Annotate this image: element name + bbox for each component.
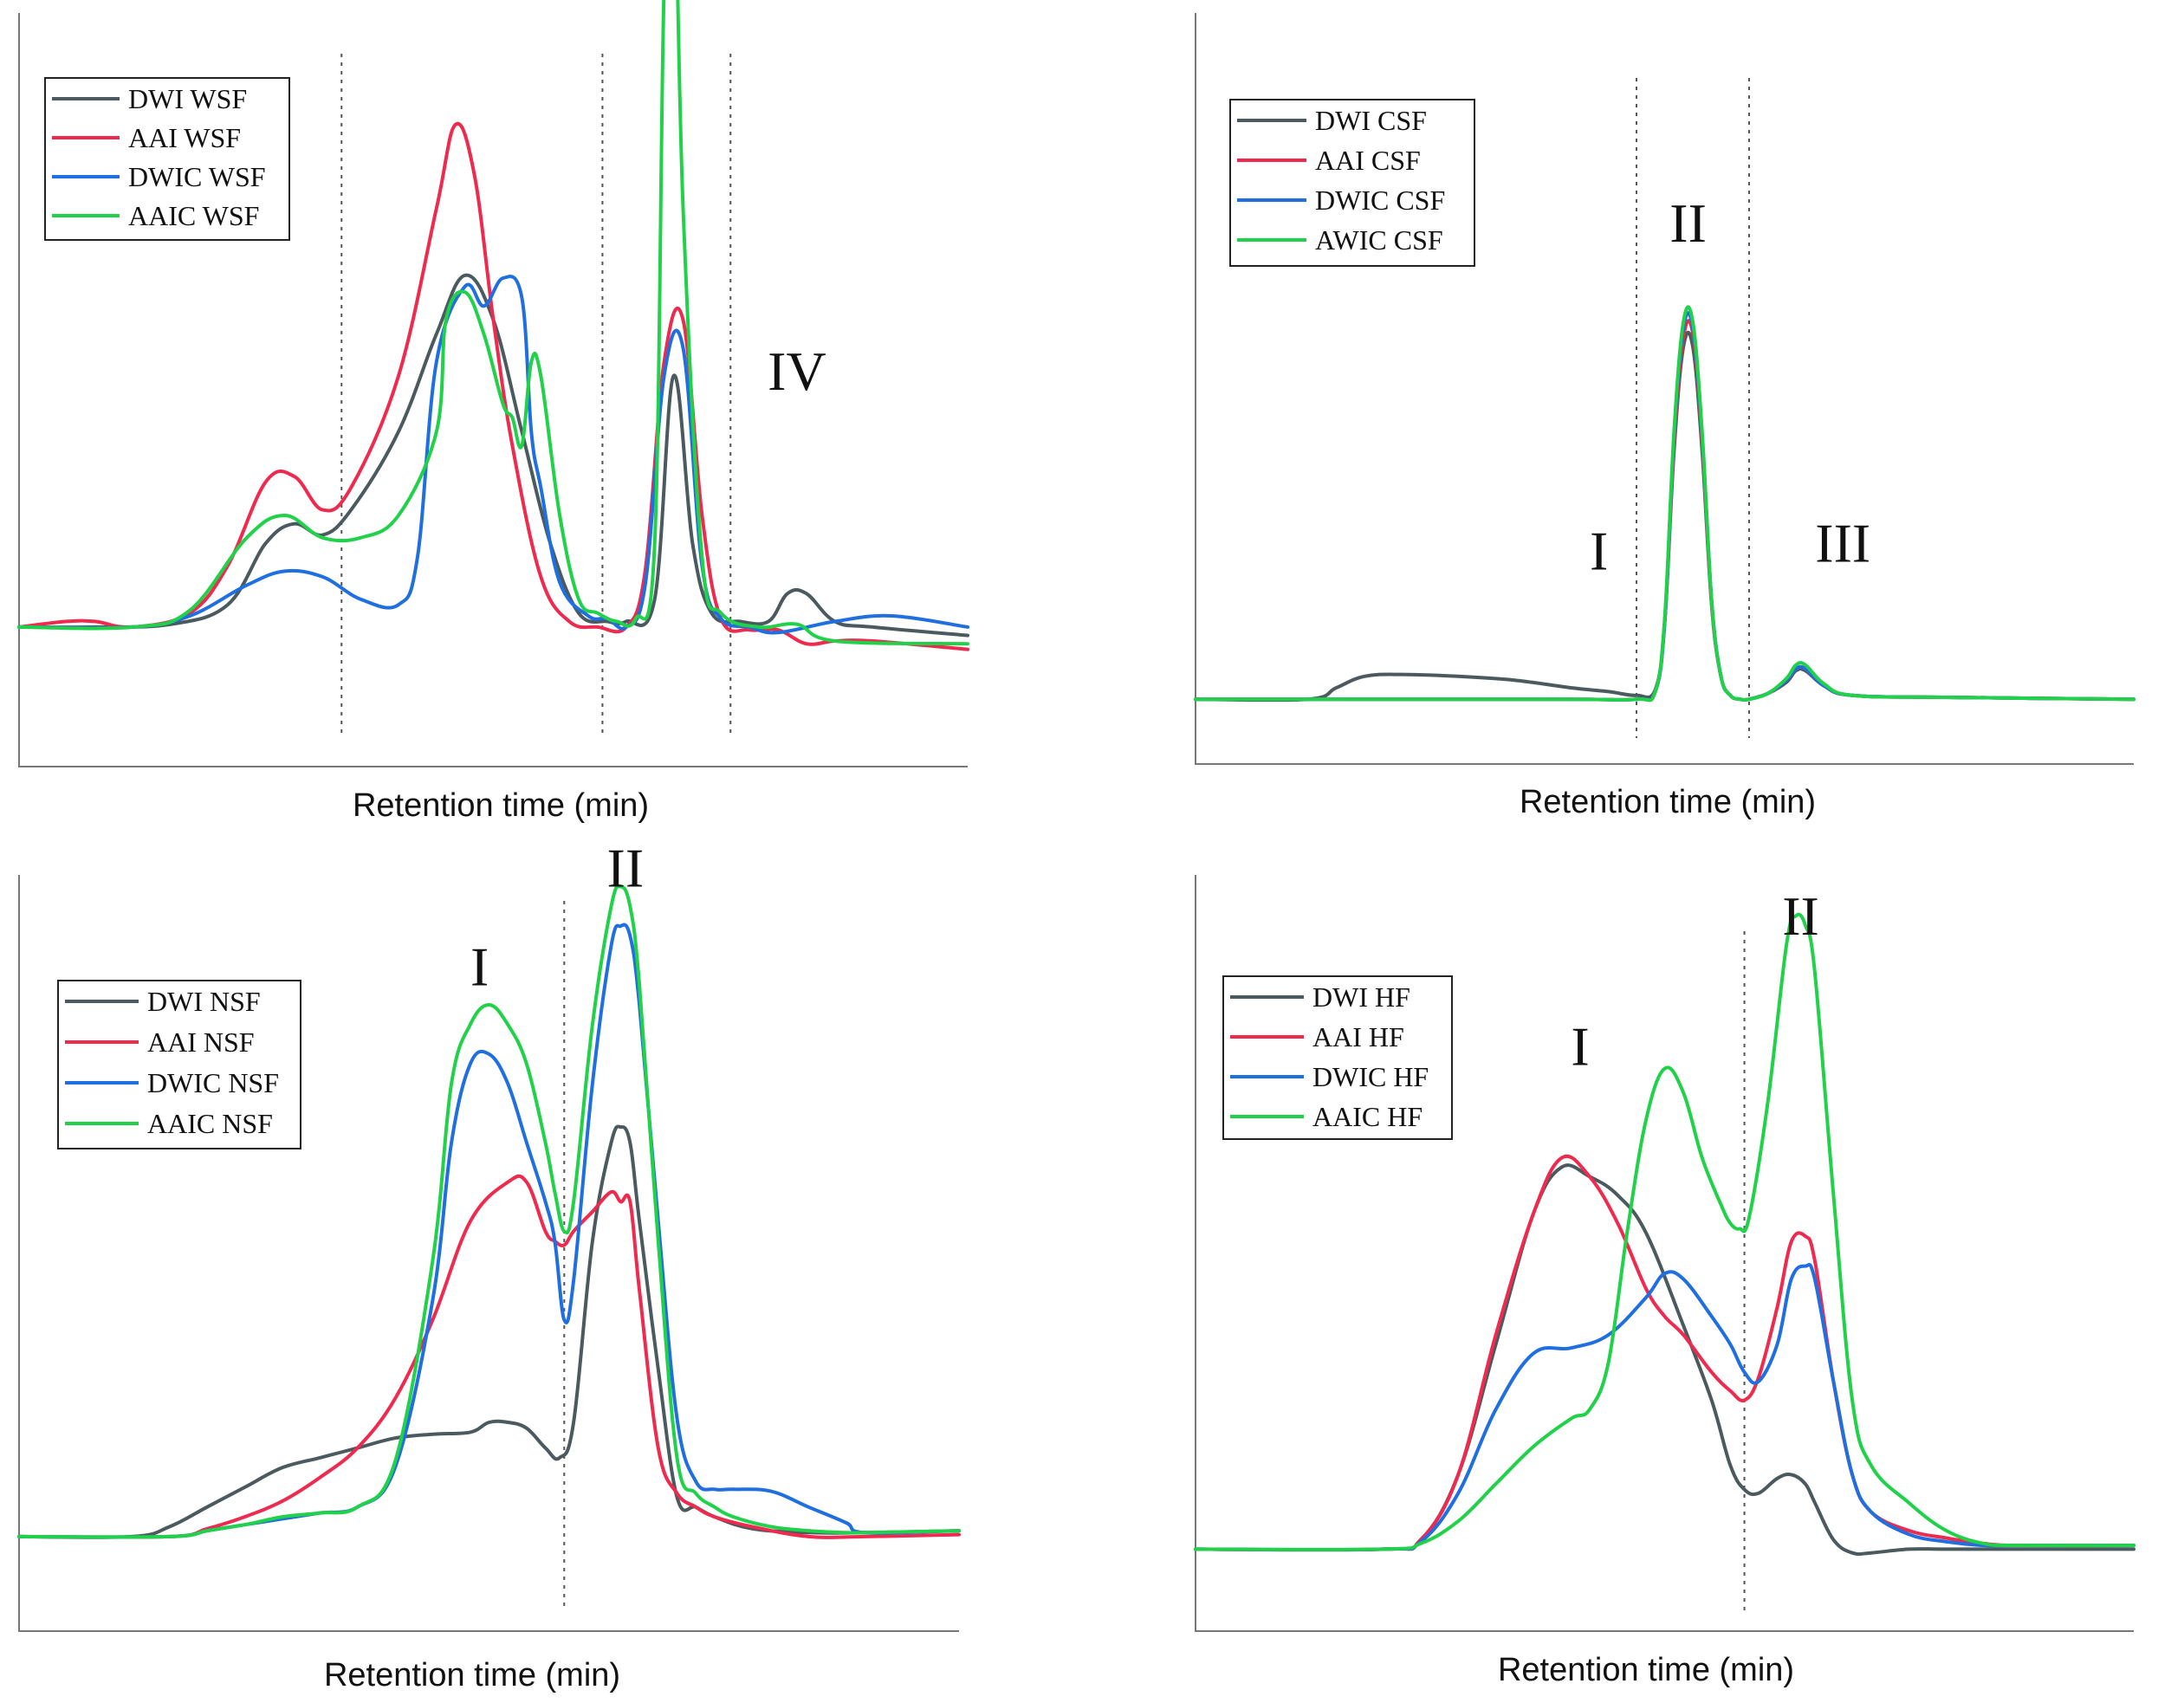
hf-legend: DWI HF AAI HF DWIC HF AAIC HF (1222, 975, 1453, 1140)
csf-legend-label-aaic: AWIC CSF (1315, 224, 1443, 256)
csf-legend-label-dwic: DWIC CSF (1315, 185, 1445, 216)
nsf-axis (18, 875, 959, 1632)
wsf-series-aaic-line (17, 0, 969, 646)
csf-legend-label-aai: AAI CSF (1315, 145, 1421, 176)
hf-series-dwic-line (1194, 1263, 2135, 1552)
hf-region-labels: III (1571, 885, 1818, 1078)
wsf-legend-label-aaic: AAIC WSF (128, 200, 259, 231)
hf-series-layer (1194, 912, 2135, 1557)
csf-series-aaic-line (1194, 305, 2135, 703)
csf-region-label-1: I (1590, 521, 1608, 582)
nsf-legend: DWI NSF AAI NSF DWIC NSF AAIC NSF (57, 980, 301, 1149)
hf-region-label-2: II (1782, 885, 1819, 947)
nsf-series-layer (17, 884, 961, 1539)
nsf-legend-label-aaic: AAIC NSF (147, 1108, 273, 1139)
wsf-series-dwi-line (17, 273, 969, 638)
wsf-series-dwic-line (17, 275, 969, 635)
hf-legend-label-aaic: AAIC HF (1312, 1101, 1423, 1132)
nsf-region-label-2: II (607, 838, 645, 899)
hf-legend-label-dwic: DWIC HF (1312, 1061, 1429, 1092)
wsf-legend-label-dwic: DWIC WSF (128, 161, 266, 192)
wsf-series-layer (17, 0, 969, 651)
wsf-legend-box (44, 77, 290, 241)
csf-x-axis-label: Retention time (min) (1520, 784, 1816, 820)
hf-legend-label-aai: AAI HF (1312, 1021, 1404, 1052)
csf-region-dividers (1636, 78, 1750, 738)
hf-legend-box (1222, 975, 1453, 1140)
csf-series-layer (1194, 305, 2135, 703)
wsf-region-dividers (340, 54, 732, 736)
wsf-x-axis-label: Retention time (min) (353, 787, 649, 824)
nsf-series-aaic-line (17, 884, 961, 1539)
csf-region-label-3: III (1815, 513, 1870, 574)
nsf-legend-label-aai: AAI NSF (147, 1026, 255, 1058)
hf-legend-label-dwi: DWI HF (1312, 981, 1410, 1013)
csf-region-label-2: II (1669, 192, 1707, 254)
nsf-x-axis-label: Retention time (min) (324, 1657, 620, 1693)
wsf-region-label-4: IV (768, 340, 826, 402)
nsf-legend-label-dwic: DWIC NSF (147, 1067, 279, 1098)
hf-axis (1195, 875, 2134, 1632)
nsf-region-label-1: I (470, 936, 489, 997)
hf-series-aaic-line (1194, 912, 2135, 1551)
hf-region-label-1: I (1571, 1015, 1589, 1077)
nsf-legend-box (57, 980, 301, 1149)
csf-axis (1195, 13, 2134, 765)
csf-legend-label-dwi: DWI CSF (1315, 105, 1427, 136)
hf-x-axis-label: Retention time (min) (1498, 1652, 1794, 1688)
csf-legend: DWI CSF AAI CSF DWIC CSF AWIC CSF (1229, 99, 1475, 267)
nsf-region-labels: III (470, 838, 644, 998)
wsf-axis (18, 13, 968, 767)
wsf-legend: DWI WSF AAI WSF DWIC WSF AAIC WSF (44, 77, 290, 241)
nsf-series-aai-line (17, 1174, 961, 1539)
nsf-legend-label-dwi: DWI NSF (147, 986, 261, 1017)
wsf-legend-label-aai: AAI WSF (128, 122, 241, 153)
wsf-series-aai-line (17, 121, 969, 651)
wsf-legend-label-dwi: DWI WSF (128, 83, 247, 114)
